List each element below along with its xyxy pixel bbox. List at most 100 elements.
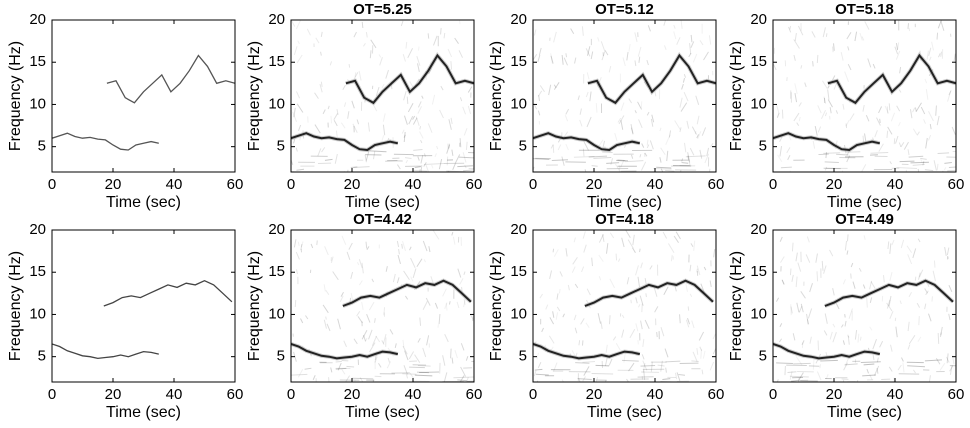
texture: [608, 358, 613, 366]
texture: [795, 276, 798, 288]
texture: [896, 105, 901, 112]
texture: [381, 83, 385, 89]
texture: [561, 379, 565, 382]
texture: [585, 91, 589, 98]
texture: [688, 52, 692, 58]
texture: [800, 303, 804, 313]
texture: [896, 166, 918, 169]
texture: [538, 95, 540, 101]
texture: [326, 323, 331, 332]
ridge: [342, 279, 472, 307]
texture: [637, 46, 642, 57]
texture: [824, 112, 828, 117]
texture: [632, 234, 635, 246]
texture: [879, 118, 881, 123]
texture: [297, 368, 304, 378]
texture: [402, 373, 417, 375]
texture: [325, 290, 330, 296]
texture: [403, 90, 407, 101]
texture: [923, 119, 926, 124]
texture: [844, 71, 849, 83]
texture: [604, 49, 609, 56]
texture: [339, 295, 344, 303]
texture: [409, 366, 425, 369]
y-axis-label: Frequency (Hz): [7, 251, 24, 361]
texture: [627, 239, 634, 249]
texture: [787, 155, 791, 161]
x-tick-label: 40: [887, 176, 904, 193]
texture: [854, 31, 858, 42]
texture: [865, 114, 870, 122]
texture: [863, 235, 866, 240]
texture: [697, 131, 702, 140]
texture: [571, 266, 576, 273]
texture: [403, 134, 406, 138]
texture: [814, 125, 818, 136]
texture: [872, 339, 877, 350]
texture: [790, 306, 793, 314]
texture: [780, 256, 785, 263]
texture: [809, 283, 813, 293]
texture: [533, 158, 550, 161]
texture: [385, 69, 389, 79]
texture: [689, 293, 693, 298]
texture: [336, 109, 339, 115]
texture: [548, 335, 555, 344]
texture: [575, 362, 590, 364]
texture: [574, 57, 577, 64]
x-axis-label: Time (sec): [106, 404, 181, 421]
texture: [804, 82, 807, 88]
texture: [296, 54, 303, 64]
axes-frame: [532, 229, 717, 383]
texture: [422, 347, 427, 358]
texture: [442, 288, 447, 297]
texture: [396, 240, 400, 248]
texture: [713, 249, 716, 258]
texture: [829, 249, 834, 257]
texture: [468, 151, 474, 154]
texture: [553, 249, 559, 257]
texture: [797, 262, 802, 272]
texture: [334, 153, 338, 164]
texture: [416, 56, 421, 66]
texture: [597, 313, 601, 324]
texture: [582, 361, 596, 363]
texture: [572, 257, 578, 265]
texture: [538, 47, 542, 56]
texture: [354, 72, 357, 78]
texture: [840, 324, 844, 328]
texture: [423, 162, 427, 167]
texture: [608, 315, 611, 325]
axes-frame: [772, 229, 957, 383]
texture: [687, 155, 690, 160]
texture: [614, 132, 618, 142]
texture: [924, 303, 927, 310]
x-axis-label: Time (sec): [106, 194, 181, 211]
texture: [637, 304, 641, 308]
x-tick-label: 20: [586, 386, 603, 403]
texture: [673, 24, 676, 29]
texture: [621, 237, 625, 248]
texture: [314, 92, 319, 99]
plot-area: [533, 20, 716, 172]
texture: [660, 327, 665, 337]
texture: [414, 374, 433, 377]
texture: [564, 115, 569, 122]
texture: [846, 250, 849, 255]
texture: [387, 357, 391, 363]
texture: [550, 53, 553, 64]
texture: [680, 170, 682, 172]
texture: [859, 336, 862, 341]
texture: [937, 20, 942, 29]
texture: [402, 240, 406, 252]
texture: [427, 33, 430, 39]
texture: [936, 32, 939, 40]
texture: [420, 155, 424, 164]
texture: [582, 231, 586, 239]
texture: [438, 159, 443, 170]
texture: [580, 381, 582, 382]
texture: [371, 278, 374, 283]
texture: [908, 291, 912, 298]
texture: [926, 50, 929, 60]
texture: [625, 230, 631, 239]
